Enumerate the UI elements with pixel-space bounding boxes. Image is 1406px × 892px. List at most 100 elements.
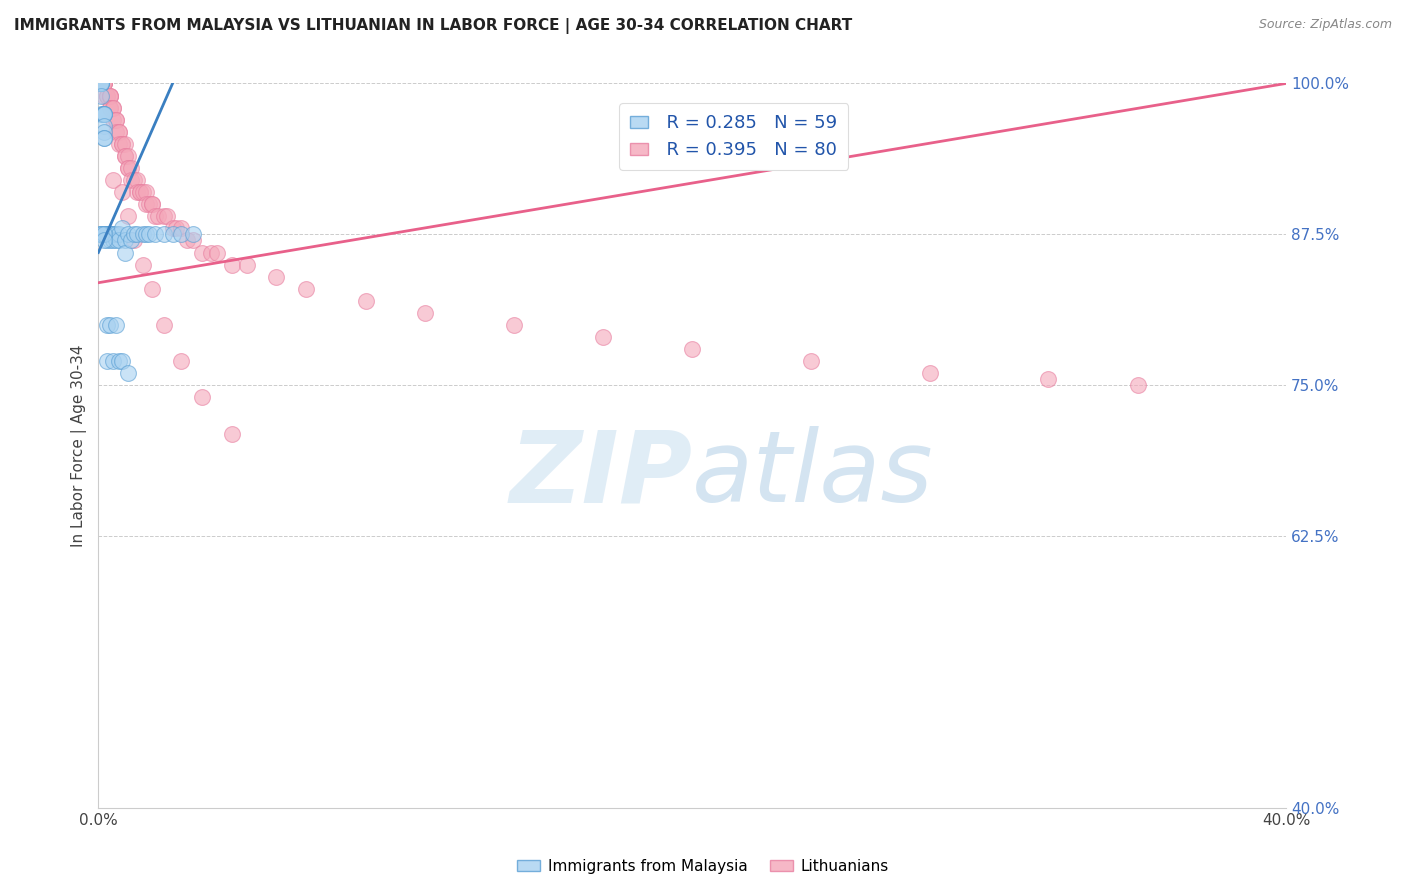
Point [1038, 372, 1060, 386]
Point [96, 88, 118, 103]
Point [111, 354, 134, 368]
Point [135, 185, 157, 199]
Point [117, 209, 139, 223]
Point [93, 234, 115, 248]
Point [96, 227, 118, 242]
Point [111, 136, 134, 151]
Text: IMMIGRANTS FROM MALAYSIA VS LITHUANIAN IN LABOR FORCE | AGE 30-34 CORRELATION CH: IMMIGRANTS FROM MALAYSIA VS LITHUANIAN I… [14, 18, 852, 34]
Text: Source: ZipAtlas.com: Source: ZipAtlas.com [1258, 18, 1392, 31]
Point [90, 77, 112, 91]
Point [90, 77, 112, 91]
Point [141, 197, 163, 211]
Point [221, 258, 243, 272]
Point [918, 366, 941, 380]
Point [93, 77, 115, 91]
Point [105, 112, 128, 127]
Point [170, 227, 193, 242]
Point [114, 234, 136, 248]
Point [96, 354, 118, 368]
Point [105, 112, 128, 127]
Point [114, 149, 136, 163]
Point [200, 245, 222, 260]
Point [98, 88, 121, 103]
Point [125, 227, 148, 242]
Point [90, 106, 112, 120]
Point [354, 293, 377, 308]
Point [98, 318, 121, 332]
Point [120, 161, 142, 175]
Point [108, 234, 131, 248]
Point [103, 101, 125, 115]
Point [105, 125, 128, 139]
Point [108, 125, 131, 139]
Point [191, 391, 214, 405]
Point [90, 77, 112, 91]
Point [129, 185, 152, 199]
Point [93, 130, 115, 145]
Point [93, 88, 115, 103]
Point [120, 234, 142, 248]
Point [156, 209, 179, 223]
Point [90, 227, 112, 242]
Point [117, 161, 139, 175]
Point [108, 136, 131, 151]
Point [93, 119, 115, 133]
Point [117, 366, 139, 380]
Point [183, 234, 205, 248]
Point [105, 234, 128, 248]
Point [681, 342, 703, 356]
Point [122, 234, 145, 248]
Point [105, 318, 128, 332]
Point [117, 227, 139, 242]
Point [103, 227, 125, 242]
Point [90, 77, 112, 91]
Point [103, 112, 125, 127]
Point [146, 209, 169, 223]
Point [165, 221, 187, 235]
Point [170, 221, 193, 235]
Point [191, 245, 214, 260]
Point [152, 209, 174, 223]
Point [98, 88, 121, 103]
Point [138, 227, 160, 242]
Point [592, 330, 614, 344]
Point [108, 354, 131, 368]
Point [143, 227, 166, 242]
Point [93, 106, 115, 120]
Point [111, 136, 134, 151]
Point [117, 161, 139, 175]
Point [114, 149, 136, 163]
Legend:   R = 0.285   N = 59,   R = 0.395   N = 80: R = 0.285 N = 59, R = 0.395 N = 80 [619, 103, 848, 170]
Point [98, 227, 121, 242]
Point [93, 106, 115, 120]
Point [135, 227, 157, 242]
Point [90, 77, 112, 91]
Point [221, 426, 243, 441]
Point [236, 258, 259, 272]
Point [93, 77, 115, 91]
Point [183, 227, 205, 242]
Point [125, 185, 148, 199]
Point [132, 227, 155, 242]
Point [90, 88, 112, 103]
Point [138, 197, 160, 211]
Point [143, 209, 166, 223]
Point [295, 282, 318, 296]
Point [122, 173, 145, 187]
Point [89, 227, 111, 242]
Point [152, 227, 174, 242]
Point [90, 77, 112, 91]
Point [91, 106, 114, 120]
Point [93, 106, 115, 120]
Point [114, 245, 136, 260]
Point [122, 227, 145, 242]
Text: atlas: atlas [692, 426, 934, 524]
Point [108, 227, 131, 242]
Point [111, 221, 134, 235]
Point [93, 227, 115, 242]
Point [93, 77, 115, 91]
Point [93, 125, 115, 139]
Point [205, 245, 228, 260]
Point [503, 318, 526, 332]
Point [135, 197, 157, 211]
